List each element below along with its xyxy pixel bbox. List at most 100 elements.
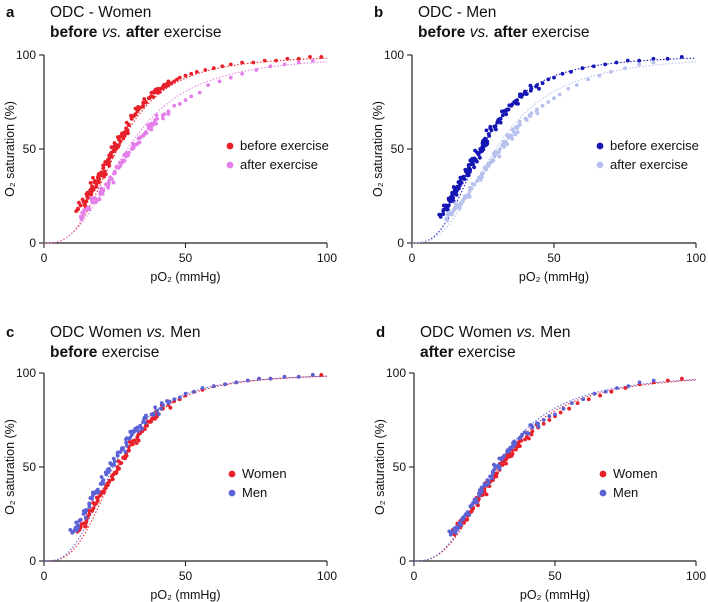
data-point [540, 103, 545, 108]
data-point [107, 478, 112, 483]
data-point [478, 155, 482, 160]
data-point [126, 448, 131, 453]
fit-curve-after-exercise [412, 61, 697, 244]
data-point [144, 100, 148, 105]
data-point [228, 75, 233, 80]
x-tick-label: 50 [179, 569, 193, 583]
data-point [494, 474, 499, 479]
data-point [131, 442, 135, 447]
data-point [74, 520, 79, 525]
data-point [82, 208, 87, 212]
legend-label: after exercise [610, 157, 688, 172]
data-point [168, 405, 173, 410]
data-point [547, 414, 552, 419]
data-point [114, 164, 119, 169]
data-point [651, 60, 656, 65]
data-point [518, 444, 522, 448]
data-point [319, 55, 324, 59]
data-point [109, 151, 113, 156]
data-point [91, 187, 96, 192]
series-women [450, 376, 684, 537]
data-point [460, 200, 464, 205]
data-point [463, 167, 468, 172]
data-point [623, 386, 628, 390]
data-point [541, 421, 546, 426]
data-point [133, 112, 138, 117]
data-point [512, 443, 517, 448]
data-point [149, 419, 153, 424]
data-point [139, 425, 143, 430]
data-point [567, 406, 571, 411]
data-point [296, 374, 301, 379]
data-point [514, 447, 518, 452]
data-point [106, 161, 111, 166]
data-point [103, 486, 108, 491]
data-point [497, 466, 502, 471]
data-point [680, 376, 684, 381]
panel-letter: c [6, 324, 14, 341]
x-tick-label: 100 [686, 251, 706, 265]
data-point [625, 58, 630, 63]
data-point [124, 436, 129, 441]
data-point [157, 90, 162, 94]
data-point [220, 64, 225, 69]
data-point [189, 94, 194, 99]
data-point [108, 461, 113, 466]
data-point [481, 147, 486, 152]
data-point [603, 389, 608, 394]
legend-marker [228, 470, 236, 478]
data-point [502, 141, 506, 146]
data-point [133, 426, 138, 431]
data-point [153, 118, 158, 122]
x-tick-label: 0 [41, 251, 48, 265]
data-point [574, 83, 579, 87]
data-point [467, 194, 472, 199]
data-point [493, 124, 498, 129]
data-point [101, 481, 105, 486]
chart-title: ODC Women vs. Men [50, 324, 200, 341]
data-point [136, 432, 141, 437]
data-point [473, 148, 477, 153]
data-point [547, 418, 552, 422]
data-point [509, 133, 514, 138]
data-point [598, 393, 602, 398]
data-point [96, 172, 101, 177]
data-point [516, 124, 521, 128]
data-point [651, 56, 656, 61]
data-point [456, 525, 461, 530]
data-point [95, 498, 100, 503]
data-point [111, 180, 116, 185]
chart-title: ODC - Men [418, 4, 496, 21]
data-point [177, 395, 182, 400]
data-point [77, 519, 82, 523]
data-point [142, 97, 147, 101]
data-point [453, 206, 458, 211]
data-point [512, 439, 516, 444]
data-point [211, 66, 216, 71]
data-point [149, 90, 154, 95]
data-point [118, 164, 123, 168]
data-point [471, 158, 476, 163]
data-point [510, 451, 515, 456]
data-point [189, 71, 194, 76]
data-point [91, 501, 95, 505]
data-point [546, 77, 551, 82]
data-point [172, 103, 177, 108]
y-tick-label: 0 [29, 236, 36, 250]
panel-a: a ODC - Women before vs. after exercise 0 50… [3, 4, 337, 284]
data-point [240, 60, 245, 65]
data-point [463, 512, 468, 517]
data-point [500, 455, 505, 460]
chart-title: ODC - Women [50, 4, 151, 21]
data-point [175, 77, 179, 82]
data-point [495, 471, 499, 476]
data-point [83, 524, 87, 529]
data-point [240, 71, 245, 76]
y-tick-label: 50 [23, 142, 37, 156]
data-point [570, 401, 574, 405]
data-point [615, 386, 619, 390]
data-point [586, 397, 591, 402]
data-point [308, 55, 312, 59]
y-tick-label: 100 [16, 366, 36, 380]
panel-letter: a [6, 4, 15, 21]
